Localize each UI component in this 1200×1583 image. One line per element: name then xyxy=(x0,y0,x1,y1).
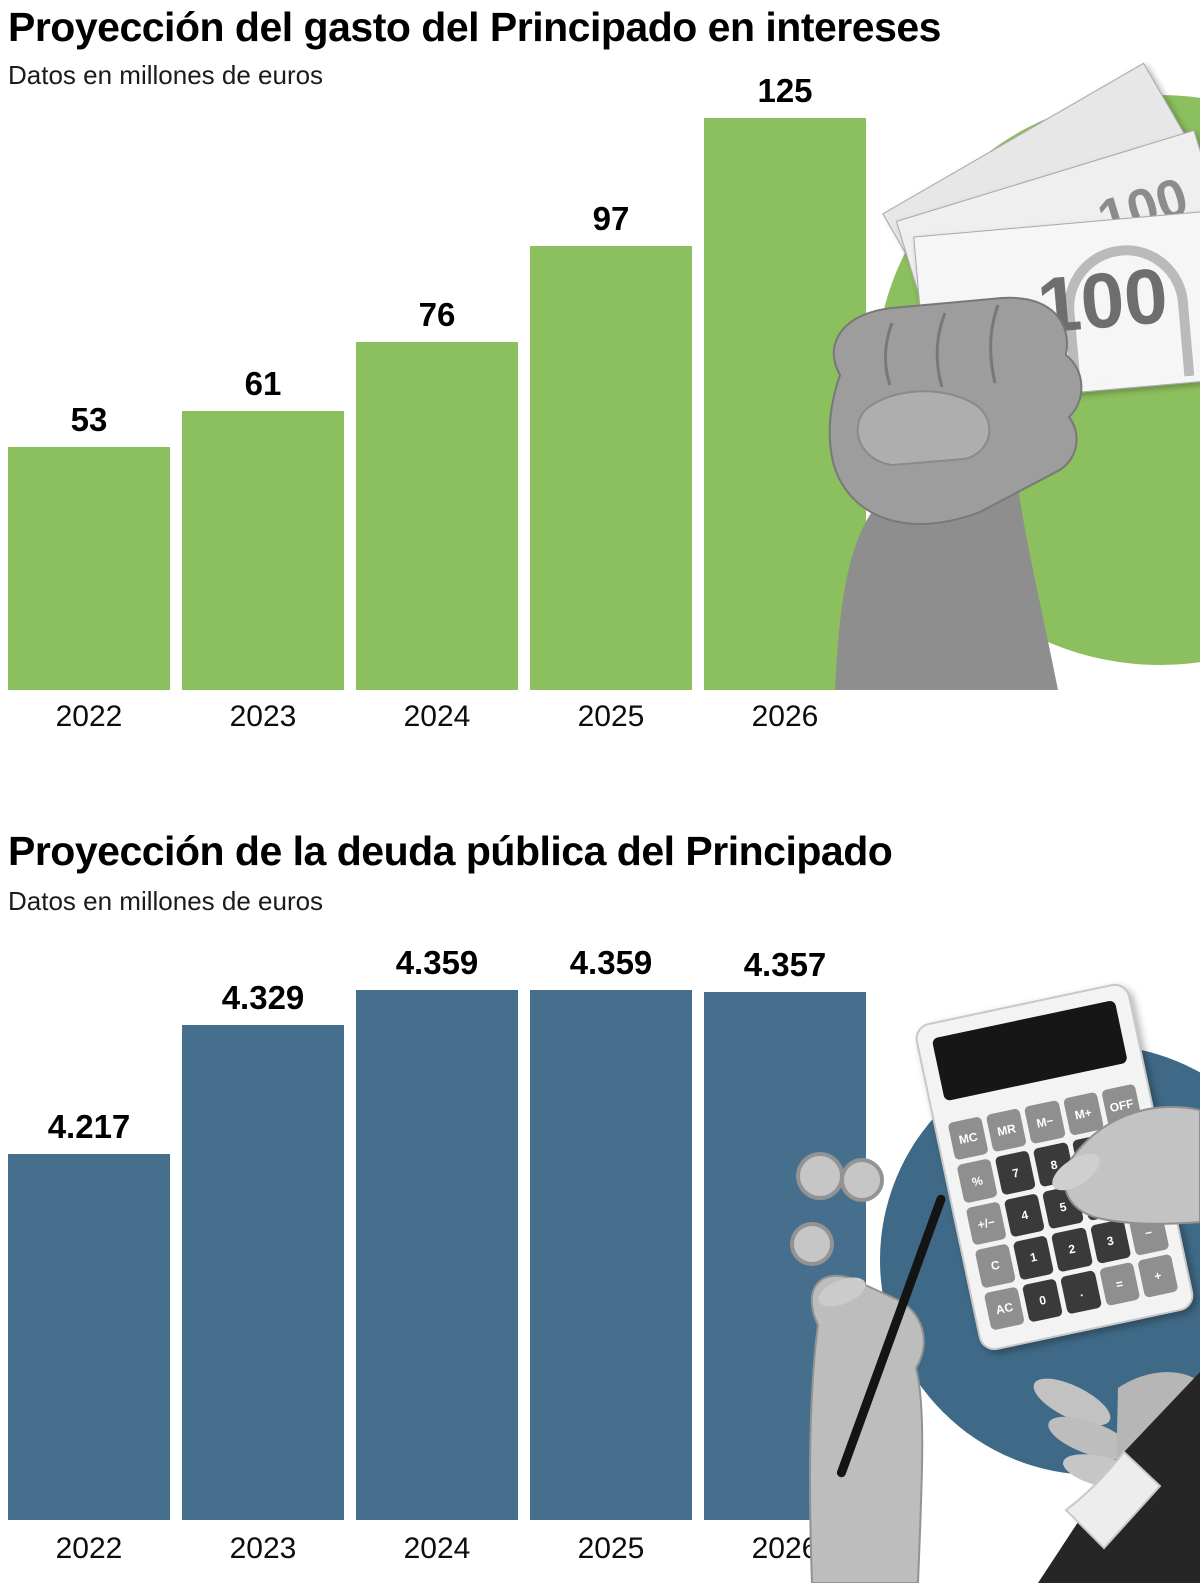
bar-value-label: 4.359 xyxy=(569,944,653,981)
x-axis-label: 2024 xyxy=(403,1532,471,1565)
bar-2025 xyxy=(530,246,692,690)
bar-column: 4.217 xyxy=(8,990,170,1520)
coin-holding-hand xyxy=(809,1274,925,1583)
bar-column: 53 xyxy=(8,118,170,690)
bar-column: 4.359 xyxy=(530,944,692,1520)
bar-column: 61 xyxy=(182,118,344,690)
chart-title: Proyección de la deuda pública del Princ… xyxy=(8,828,893,874)
bar-value-label: 53 xyxy=(70,401,108,439)
x-axis-label: 2025 xyxy=(577,700,645,733)
x-axis-label: 2025 xyxy=(577,1532,645,1565)
bar-2024 xyxy=(356,990,518,1520)
bar-2025 xyxy=(530,990,692,1520)
bar-column: 4.359 xyxy=(356,944,518,1520)
bar-value-label: 125 xyxy=(757,72,813,109)
forearm xyxy=(835,487,1058,690)
x-axis-label: 2022 xyxy=(55,700,123,733)
x-axis-label: 2023 xyxy=(229,700,297,733)
bar-column: 4.329 xyxy=(182,979,344,1520)
coin xyxy=(796,1152,844,1200)
bar-value-label: 4.329 xyxy=(221,978,305,1016)
bar-2022 xyxy=(8,447,170,690)
finger-creases xyxy=(883,304,1000,388)
bar-2022 xyxy=(8,1153,170,1520)
bar-2023 xyxy=(182,1024,344,1520)
x-axis-label: 2024 xyxy=(403,700,471,733)
hands-illustration xyxy=(809,1105,1200,1583)
x-axis-label: 2023 xyxy=(229,1532,297,1565)
bar-column: 76 xyxy=(356,118,518,690)
hand-illustration xyxy=(828,296,1083,690)
bar-value-label: 4.359 xyxy=(395,944,479,981)
chart-subtitle: Datos en millones de euros xyxy=(8,886,324,916)
x-axis-label: 2022 xyxy=(55,1532,123,1565)
bar-value-label: 76 xyxy=(418,296,456,334)
calculator-hand-and-sleeve xyxy=(1033,1372,1200,1583)
chart-bars: 53 61 76 97 125 xyxy=(8,72,866,690)
bar-value-label: 4.217 xyxy=(47,1107,131,1145)
bar-2023 xyxy=(182,410,344,690)
shirt-cuff xyxy=(1064,1450,1162,1550)
chart-axis: 2022 2023 2024 2025 2026 xyxy=(8,1532,866,1566)
bar-value-label: 61 xyxy=(244,364,282,402)
x-axis-label: 2026 xyxy=(751,700,819,733)
coin xyxy=(790,1222,834,1266)
x-axis-label: 2026 xyxy=(751,1532,819,1565)
bar-value-label: 4.357 xyxy=(743,946,827,984)
thumb xyxy=(856,390,991,467)
pressing-hand xyxy=(1052,1105,1200,1225)
chart-axis: 2022 2023 2024 2025 2026 xyxy=(8,700,866,734)
chart-title: Proyección del gasto del Principado en i… xyxy=(8,4,941,50)
bar-value-label: 97 xyxy=(592,200,630,238)
chart-subtitle: Datos en millones de euros xyxy=(8,60,324,90)
coin xyxy=(840,1158,884,1202)
bar-column: 97 xyxy=(530,118,692,690)
bar-2024 xyxy=(356,342,518,690)
